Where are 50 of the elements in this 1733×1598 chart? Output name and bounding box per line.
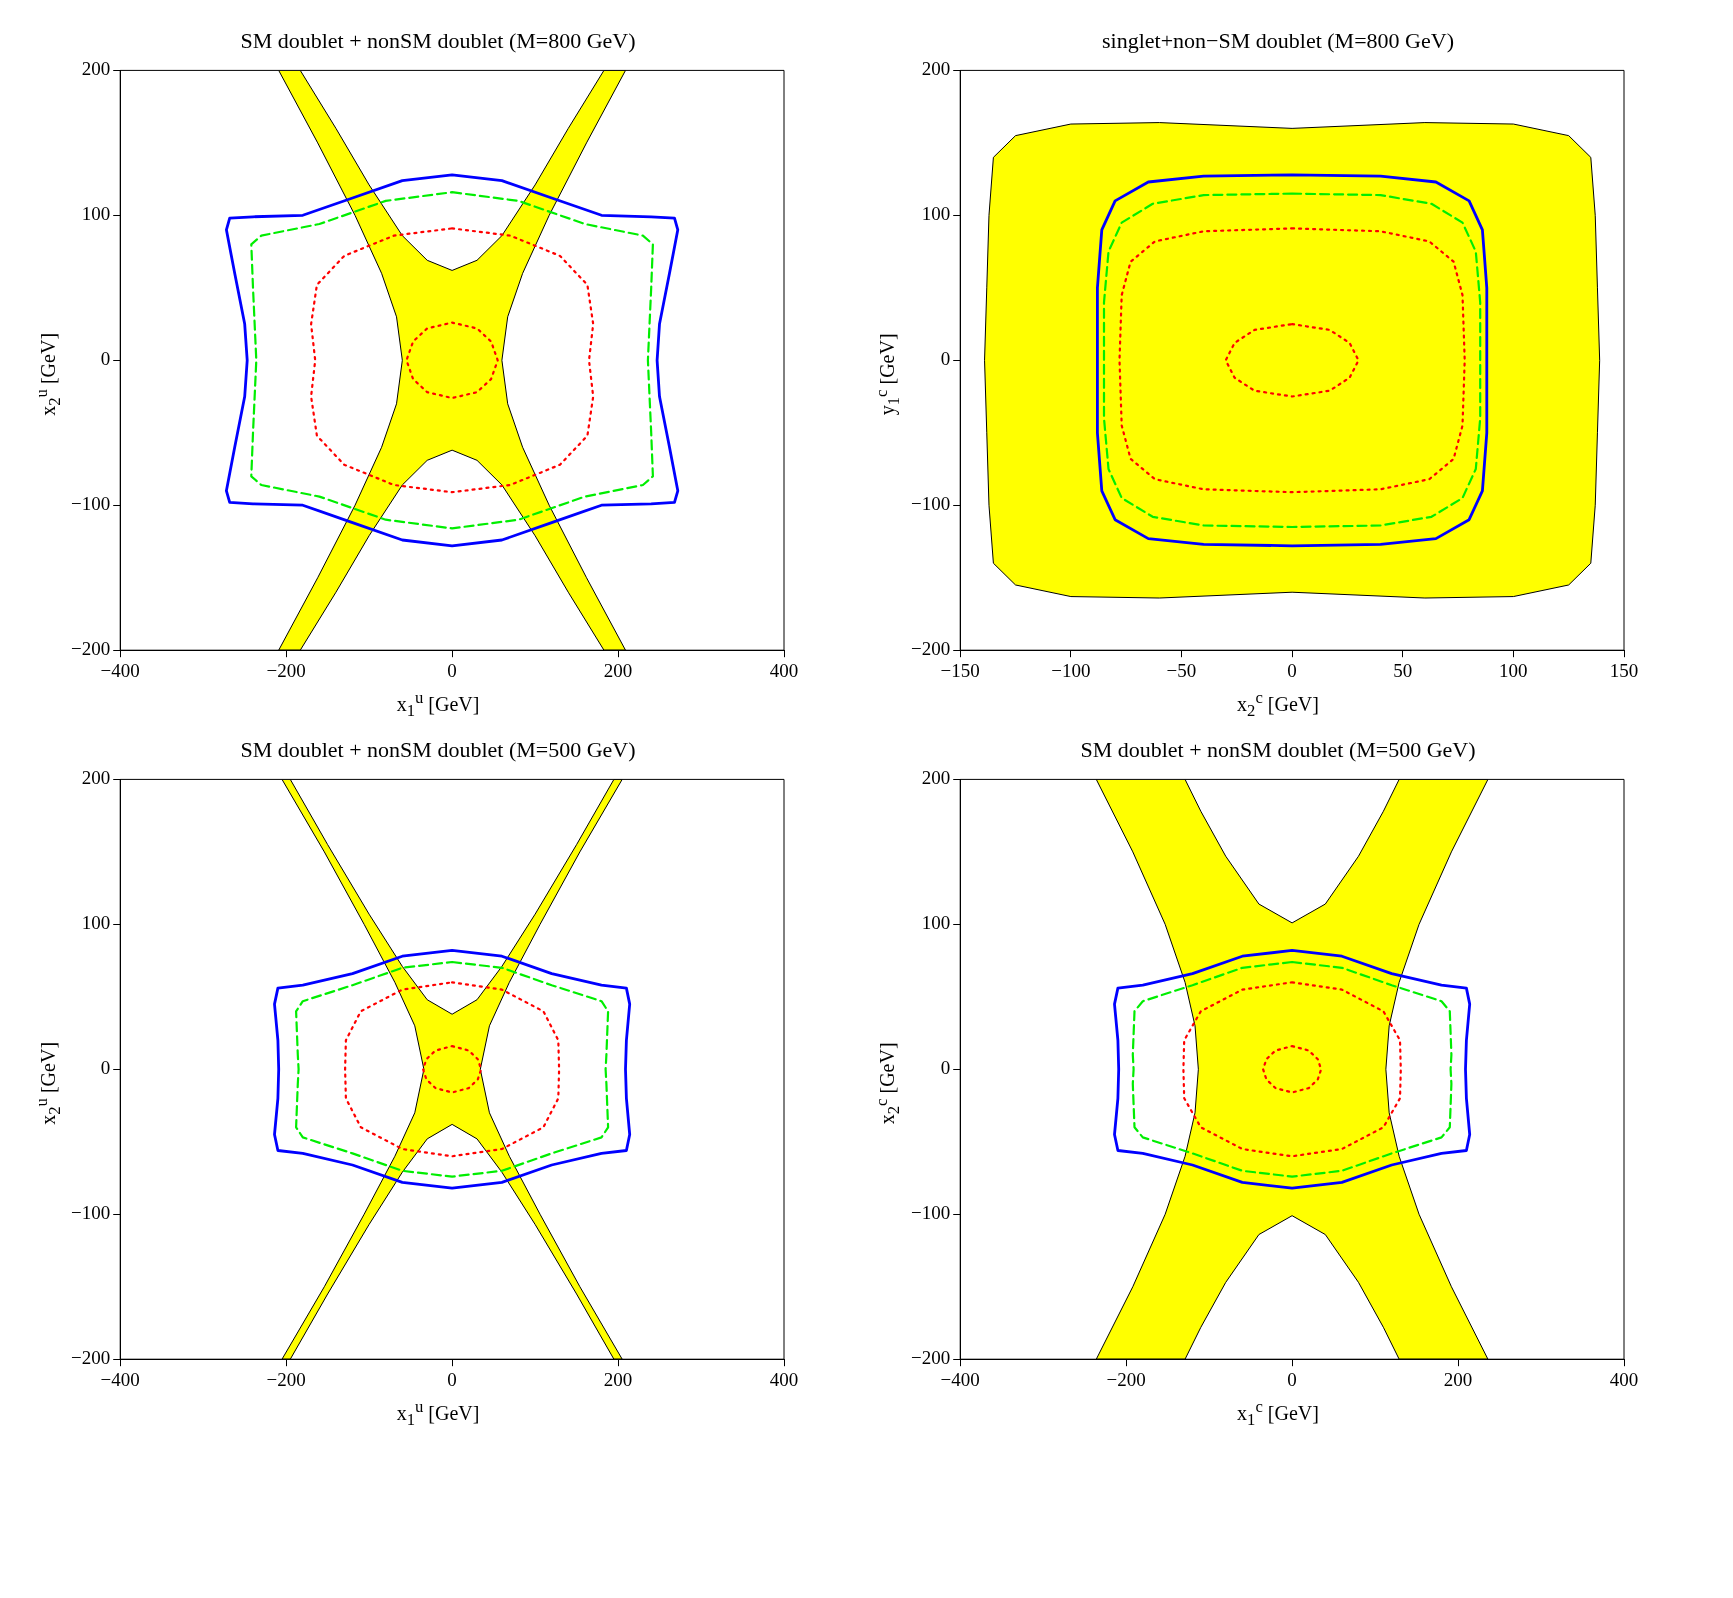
y-tick-label: 200 bbox=[81, 767, 111, 789]
chart-title: SM doublet + nonSM doublet (M=500 GeV) bbox=[240, 736, 636, 763]
x-tick-label: −400 bbox=[100, 1368, 140, 1390]
x-axis-title: x$_{1}$$^{u}$ [GeV] bbox=[396, 688, 480, 721]
y-tick-label: 200 bbox=[81, 58, 111, 80]
chart-title: singlet+non−SM doublet (M=800 GeV) bbox=[1102, 28, 1454, 54]
x-tick-label: −100 bbox=[1051, 659, 1091, 681]
x-tick-label: 0 bbox=[1287, 659, 1297, 681]
x-tick-label: 200 bbox=[603, 1368, 633, 1390]
x-tick-label: −200 bbox=[1106, 1368, 1146, 1390]
x-tick-label: 400 bbox=[769, 659, 799, 681]
x-tick-label: 150 bbox=[1609, 659, 1639, 681]
chart-title: SM doublet + nonSM doublet (M=500 GeV) bbox=[1080, 736, 1476, 763]
y-tick-label: 0 bbox=[940, 1056, 951, 1078]
x-tick-label: −400 bbox=[100, 659, 140, 681]
y-tick-label: −200 bbox=[911, 638, 951, 660]
y-tick-label: 100 bbox=[921, 911, 951, 933]
x-tick-label: −200 bbox=[266, 659, 306, 681]
x-tick-label: 0 bbox=[1287, 1368, 1297, 1390]
x-tick-label: 400 bbox=[1609, 1368, 1639, 1390]
x-tick-label: −150 bbox=[940, 659, 980, 681]
x-tick-label: 0 bbox=[447, 659, 457, 681]
x-axis-title: x$_{1}$$^{u}$ [GeV] bbox=[396, 1396, 480, 1430]
y-tick-label: −200 bbox=[71, 638, 111, 660]
chart-title: SM doublet + nonSM doublet (M=800 GeV) bbox=[240, 28, 636, 54]
y-tick-label: 0 bbox=[100, 348, 111, 370]
y-tick-label: 100 bbox=[81, 203, 111, 225]
x-tick-label: 0 bbox=[447, 1368, 457, 1390]
y-tick-label: 0 bbox=[100, 1056, 111, 1078]
x-tick-label: 200 bbox=[1443, 1368, 1473, 1390]
y-tick-label: 0 bbox=[940, 348, 951, 370]
y-tick-label: −100 bbox=[71, 493, 111, 515]
y-tick-label: −100 bbox=[71, 1201, 111, 1223]
y-tick-label: −100 bbox=[911, 1201, 951, 1223]
x-axis-title: x$_{2}$$^{c}$ [GeV] bbox=[1237, 688, 1319, 721]
y-tick-label: 200 bbox=[921, 767, 951, 789]
x-tick-label: 400 bbox=[769, 1368, 799, 1390]
x-tick-label: −400 bbox=[940, 1368, 980, 1390]
y-tick-label: −200 bbox=[71, 1346, 111, 1368]
y-tick-label: −200 bbox=[911, 1346, 951, 1368]
x-tick-label: 200 bbox=[603, 659, 633, 681]
x-axis-title: x$_{1}$$^{c}$ [GeV] bbox=[1237, 1396, 1319, 1430]
y-tick-label: 100 bbox=[81, 911, 111, 933]
x-tick-label: −200 bbox=[266, 1368, 306, 1390]
y-tick-label: 200 bbox=[921, 58, 951, 80]
x-tick-label: 100 bbox=[1499, 659, 1528, 681]
x-tick-label: −50 bbox=[1166, 659, 1197, 681]
y-tick-label: 100 bbox=[921, 203, 951, 225]
x-tick-label: 50 bbox=[1393, 659, 1413, 681]
y-tick-label: −100 bbox=[911, 493, 951, 515]
